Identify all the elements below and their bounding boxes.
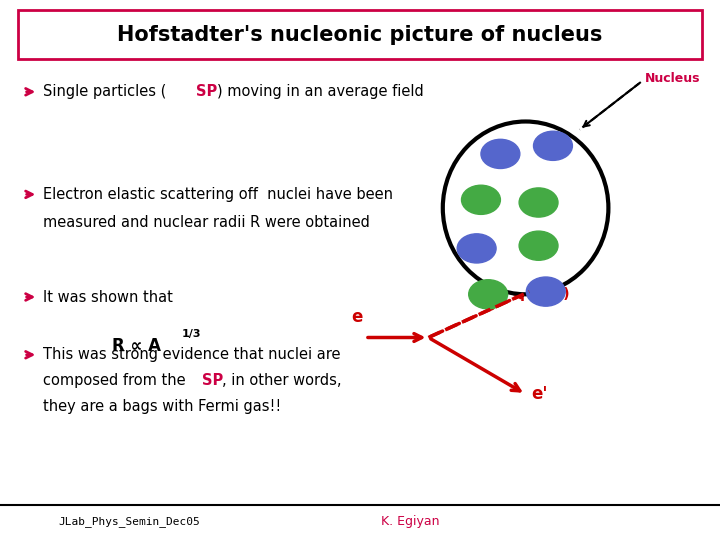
Text: This was strong evidence that nuclei are: This was strong evidence that nuclei are xyxy=(43,347,341,362)
Circle shape xyxy=(519,231,558,260)
Ellipse shape xyxy=(443,122,608,294)
Text: R ∝ A: R ∝ A xyxy=(112,336,161,355)
Text: 1/3: 1/3 xyxy=(181,329,201,339)
Circle shape xyxy=(519,188,558,217)
Text: Hofstadter's nucleonic picture of nucleus: Hofstadter's nucleonic picture of nucleu… xyxy=(117,24,603,45)
Text: Single particles (: Single particles ( xyxy=(43,84,166,99)
Circle shape xyxy=(526,277,565,306)
Text: JLab_Phys_Semin_Dec05: JLab_Phys_Semin_Dec05 xyxy=(59,516,200,526)
Text: SP: SP xyxy=(196,84,217,99)
Text: Nucleus: Nucleus xyxy=(644,72,700,85)
Circle shape xyxy=(481,139,520,168)
Text: e': e' xyxy=(531,385,548,403)
Text: K. Egiyan: K. Egiyan xyxy=(381,515,440,528)
Text: SP: SP xyxy=(202,373,223,388)
Circle shape xyxy=(462,185,500,214)
Circle shape xyxy=(534,131,572,160)
Text: composed from the: composed from the xyxy=(43,373,191,388)
Text: Electron elastic scattering off  nuclei have been: Electron elastic scattering off nuclei h… xyxy=(43,187,393,202)
Circle shape xyxy=(457,234,496,263)
Circle shape xyxy=(469,280,508,309)
Text: measured and nuclear radii R were obtained: measured and nuclear radii R were obtain… xyxy=(43,215,370,230)
Text: they are a bags with Fermi gas!!: they are a bags with Fermi gas!! xyxy=(43,399,282,414)
Text: It was shown that: It was shown that xyxy=(43,289,173,305)
Text: , in other words,: , in other words, xyxy=(222,373,341,388)
Text: q (low): q (low) xyxy=(515,287,570,301)
Text: ) moving in an average field: ) moving in an average field xyxy=(217,84,423,99)
Text: e: e xyxy=(351,308,362,326)
FancyBboxPatch shape xyxy=(18,10,702,59)
